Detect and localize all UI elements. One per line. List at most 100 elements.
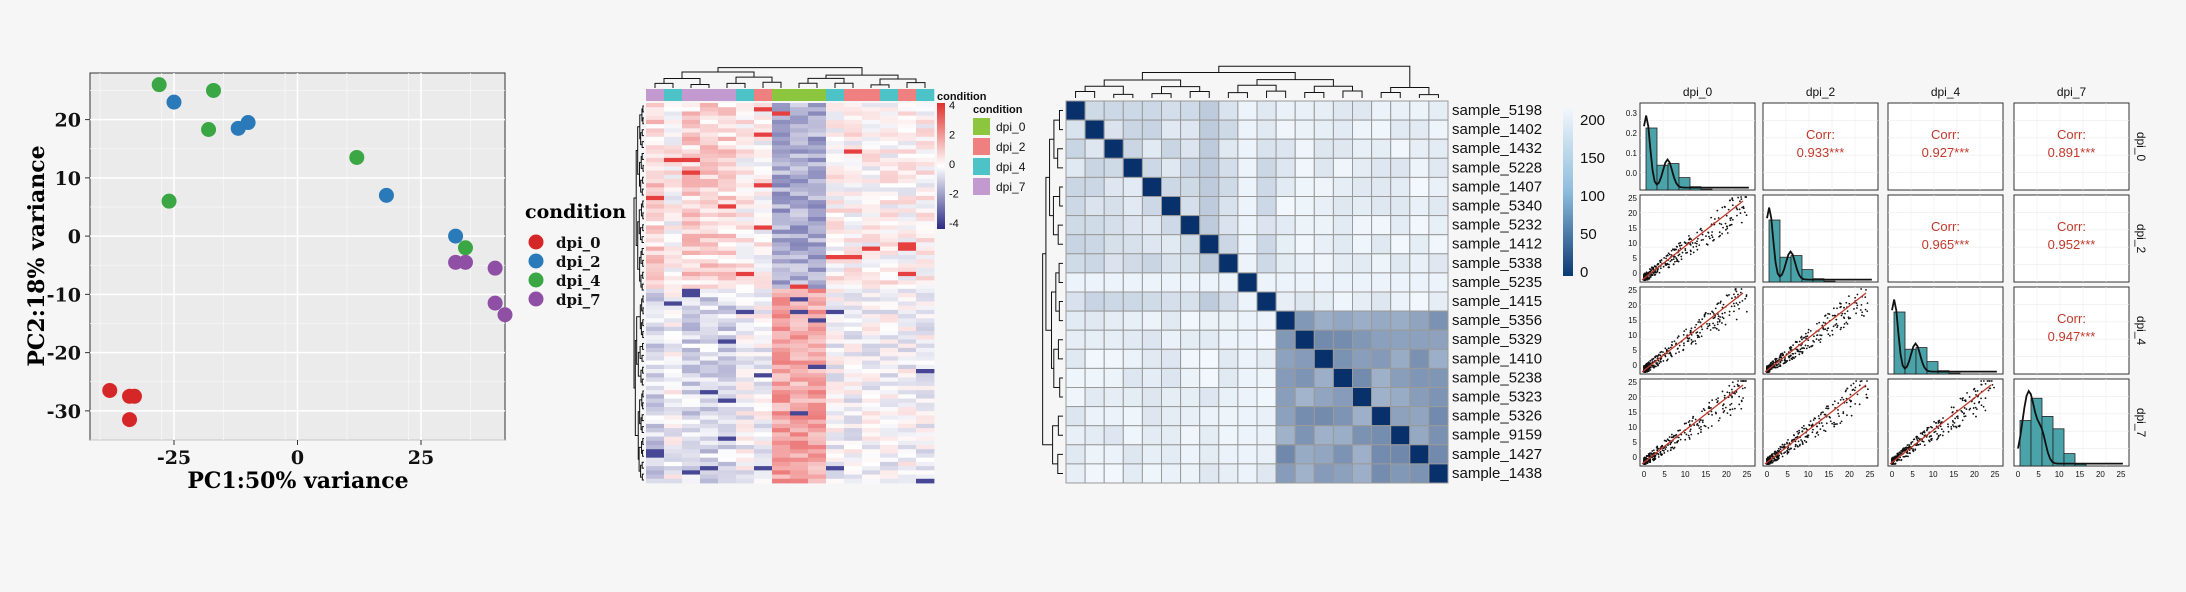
distance-heatmap-cell — [1141, 367, 1163, 388]
pairs-scatter-point — [1952, 406, 1955, 409]
distance-heatmap-cell — [1237, 157, 1258, 178]
pairs-scatter-point — [1837, 412, 1840, 415]
expression-heatmap-cell — [880, 246, 899, 252]
distance-heatmap-cell — [1180, 463, 1201, 484]
expression-heatmap-cell — [700, 377, 719, 383]
expression-heatmap-cell — [754, 466, 773, 471]
expression-heatmap-cell — [736, 221, 755, 226]
pairs-scatter-point — [1827, 333, 1830, 336]
distance-heatmap-cell — [1352, 291, 1373, 312]
expression-heatmap-cell — [790, 233, 809, 239]
expression-heatmap-cell — [664, 407, 683, 412]
distance-heatmap-cell — [1199, 291, 1220, 312]
expression-row-dendrogram-branch — [641, 414, 644, 422]
expression-heatmap-cell — [808, 428, 827, 433]
pairs-scatter-point — [1982, 380, 1985, 382]
expression-heatmap-cell — [844, 436, 863, 442]
distance-heatmap-cell — [1409, 272, 1430, 293]
expression-heatmap-cell — [700, 309, 719, 315]
pairs-density-bar — [1678, 177, 1691, 191]
expression-heatmap-cell — [790, 225, 809, 231]
distance-heatmap-cell — [1180, 138, 1201, 159]
expression-heatmap-cell — [718, 145, 737, 150]
pairs-corr-label: Corr: — [2057, 219, 2086, 234]
distance-heatmap-cell — [1122, 138, 1143, 159]
expression-heatmap-cell — [754, 225, 773, 231]
pairs-scatter-point — [1891, 459, 1894, 462]
expression-heatmap-cell — [718, 293, 737, 298]
expression-row-dendrogram-branch — [642, 164, 644, 172]
distance-heatmap-cell — [1237, 387, 1258, 408]
expression-heatmap-cell — [736, 271, 755, 277]
pairs-scatter-point — [1824, 413, 1827, 416]
expression-heatmap-cell — [646, 411, 665, 416]
expression-heatmap-cell — [862, 322, 881, 328]
pairs-scatter-point — [1777, 457, 1780, 460]
expression-heatmap-cell — [880, 461, 899, 467]
pairs-scatter-point — [1980, 380, 1983, 382]
distance-heatmap-cell — [1084, 291, 1105, 312]
pairs-scatter-point — [1964, 400, 1967, 403]
pairs-scatter-point — [1849, 317, 1852, 320]
distance-heatmap-cell — [1390, 234, 1411, 255]
pairs-scatter-point — [1826, 329, 1829, 332]
pairs-scatter-point — [1701, 410, 1703, 413]
expression-heatmap-cell — [700, 174, 719, 180]
expression-heatmap-cell — [646, 377, 665, 383]
expression-heatmap-cell — [754, 111, 773, 117]
expression-row-dendrogram-branch — [640, 417, 643, 431]
expression-heatmap-cell — [700, 271, 719, 277]
expression-heatmap-cell — [916, 128, 935, 133]
expression-heatmap-cell — [916, 191, 935, 197]
expression-heatmap-cell — [880, 204, 899, 209]
expression-heatmap-cell — [898, 191, 917, 197]
distance-heatmap-cell — [1122, 272, 1143, 293]
distance-heatmap-cell — [1428, 310, 1449, 331]
expression-colorbar: 420-2-4 — [937, 100, 959, 230]
distance-heatmap-cell — [1294, 463, 1315, 484]
expression-heatmap-cell — [808, 225, 827, 231]
distance-heatmap-cell — [1428, 138, 1449, 159]
expression-heatmap-cell — [898, 233, 917, 239]
expression-heatmap-cell — [682, 183, 701, 188]
expression-heatmap-cell — [826, 347, 845, 353]
expression-heatmap-cell — [646, 402, 665, 408]
expression-heatmap-cell — [880, 369, 899, 374]
pairs-y-tick-label: 15 — [1628, 408, 1637, 417]
expression-heatmap-cell — [682, 284, 701, 290]
expression-heatmap-cell — [718, 103, 737, 108]
pairs-scatter-point — [1669, 449, 1672, 451]
pairs-scatter-point — [1808, 424, 1811, 427]
expression-heatmap-cell — [808, 318, 827, 323]
expression-heatmap-cell — [646, 204, 665, 209]
expression-heatmap-cell — [916, 411, 935, 416]
pairs-scatter-point — [1656, 363, 1658, 366]
expression-heatmap-cell — [862, 377, 881, 383]
expression-heatmap-cell — [808, 335, 827, 340]
distance-heatmap-cell — [1180, 253, 1201, 274]
expression-heatmap-cell — [718, 238, 737, 243]
expression-heatmap-cell — [826, 187, 845, 193]
expression-heatmap-cell — [880, 419, 899, 425]
pairs-scatter-point — [1826, 317, 1829, 319]
expression-heatmap-cell — [916, 174, 935, 180]
distance-heatmap-cell — [1122, 176, 1143, 197]
expression-row-dendrogram-branch — [642, 200, 644, 208]
expression-heatmap-cell — [844, 394, 863, 399]
pairs-scatter-point — [1678, 351, 1680, 353]
pairs-scatter-point — [1726, 227, 1729, 230]
expression-heatmap-cell — [718, 390, 737, 395]
pairs-scatter-point — [1824, 322, 1827, 325]
pairs-y-tick-label: 0 — [1633, 361, 1638, 370]
expression-heatmap-cell — [772, 369, 791, 374]
expression-heatmap-cell — [916, 107, 935, 112]
expression-heatmap-cell — [772, 259, 791, 264]
pairs-scatter-point — [1861, 311, 1864, 314]
expression-heatmap-cell — [826, 284, 845, 290]
expression-heatmap-cell — [736, 343, 755, 349]
pairs-scatter-point — [1699, 321, 1701, 323]
pairs-panel — [2013, 286, 2130, 375]
pairs-scatter-point — [1672, 258, 1675, 260]
expression-heatmap-cell — [826, 390, 845, 395]
distance-heatmap-cell — [1390, 100, 1411, 121]
